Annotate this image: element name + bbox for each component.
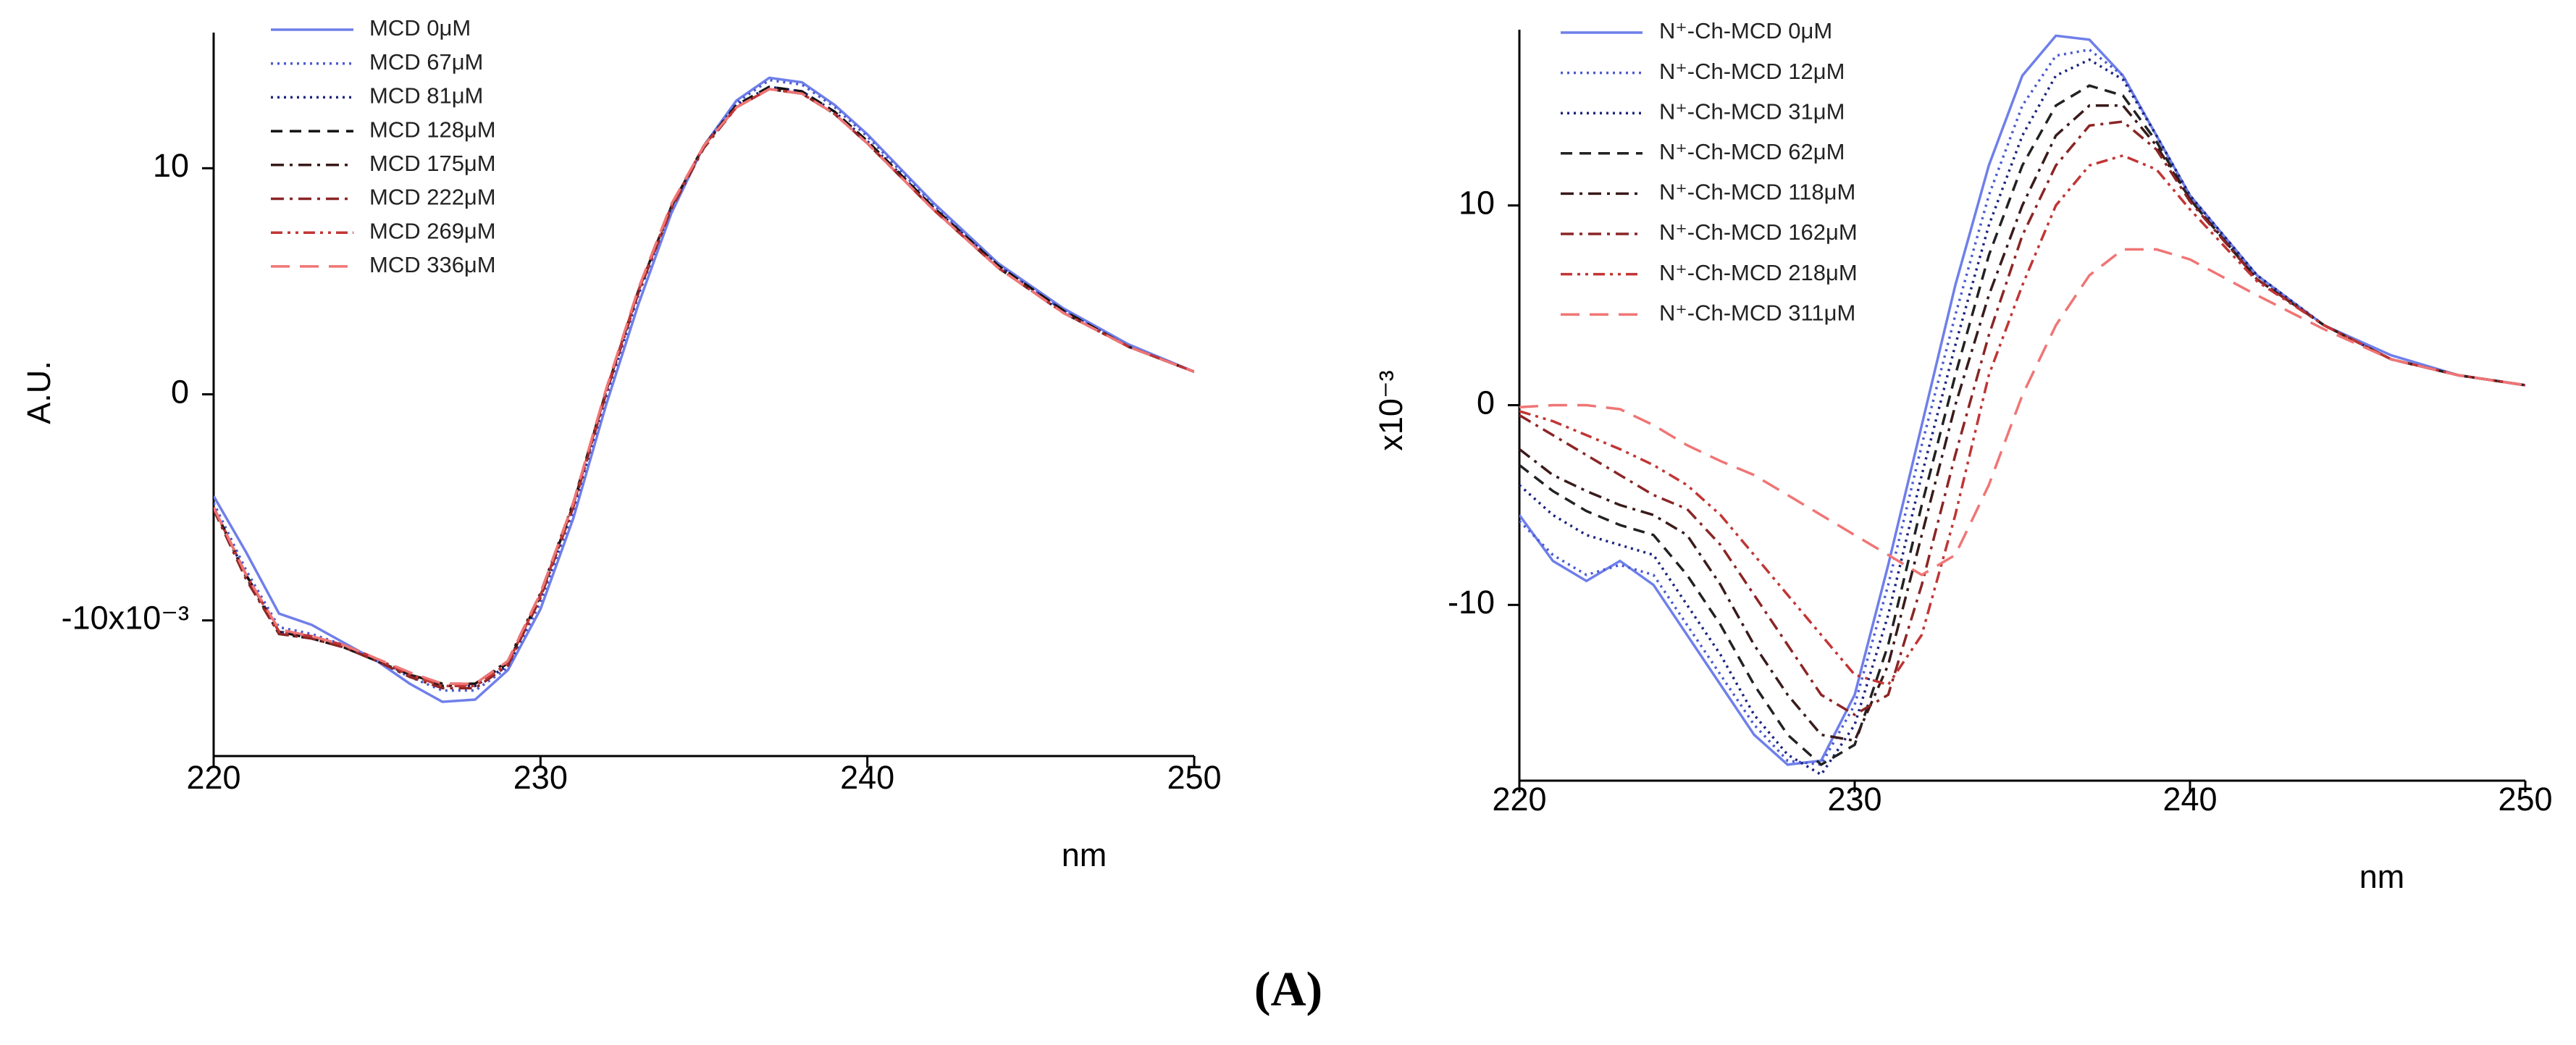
x-axis-label: nm [1062,836,1107,873]
series-line [214,88,1194,687]
y-tick-label: 0 [171,373,189,410]
series-line [214,78,1194,692]
series-line [1519,248,2525,576]
x-tick-label: 220 [1492,781,1546,818]
series-line [1519,154,2525,687]
x-axis-label: nm [2359,858,2405,895]
x-tick-label: 240 [840,759,894,796]
legend-label: N⁺-Ch-MCD 118μM [1659,180,1855,205]
series-line [214,88,1194,690]
y-tick-label: 10 [153,147,189,184]
legend-label: N⁺-Ch-MCD 311μM [1659,300,1855,325]
legend-label: N⁺-Ch-MCD 0μM [1659,18,1832,43]
legend-label: MCD 222μM [369,185,496,210]
y-tick-label: -10 [1448,584,1495,621]
series-line [214,88,1194,685]
legend-label: MCD 175μM [369,151,496,176]
series-line [1519,120,2525,717]
y-tick-label: -10x10⁻³ [62,600,189,637]
x-tick-label: 230 [513,759,568,796]
legend-label: MCD 81μM [369,83,483,109]
series-line [214,76,1194,703]
legend-label: MCD 336μM [369,252,496,277]
x-tick-label: 230 [1827,781,1881,818]
legend-label: MCD 0μM [369,15,471,41]
caption: (A) [1254,962,1322,1017]
y-tick-label: 0 [1477,384,1495,421]
legend-label: N⁺-Ch-MCD 162μM [1659,219,1858,245]
x-tick-label: 250 [1167,759,1221,796]
x-tick-label: 240 [2162,781,2217,818]
series-line [1519,58,2525,777]
legend-label: MCD 269μM [369,218,496,243]
series-line [214,85,1194,685]
legend-label: N⁺-Ch-MCD 31μM [1659,98,1845,124]
legend-label: MCD 67μM [369,49,483,75]
x-tick-label: 250 [2498,781,2552,818]
y-axis-label: A.U. [20,361,57,424]
series-line [1519,34,2525,766]
legend-label: MCD 128μM [369,117,496,142]
x-tick-label: 220 [186,759,240,796]
y-tick-label: 10 [1459,185,1495,222]
series-line [214,88,1194,687]
legend-label: N⁺-Ch-MCD 218μM [1659,260,1858,285]
legend-label: N⁺-Ch-MCD 62μM [1659,139,1845,164]
legend-label: N⁺-Ch-MCD 12μM [1659,59,1845,84]
y-axis-label: x10⁻³ [1372,370,1409,450]
series-line [214,85,1194,687]
